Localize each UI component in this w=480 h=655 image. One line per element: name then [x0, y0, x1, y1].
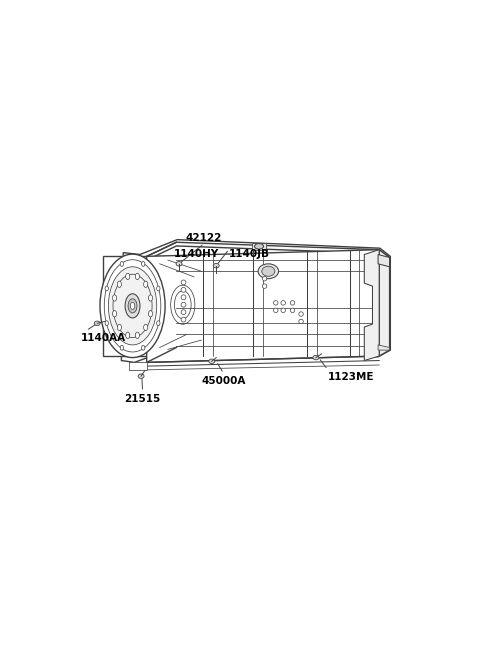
Polygon shape [103, 255, 168, 356]
Ellipse shape [125, 293, 140, 318]
Ellipse shape [120, 345, 123, 350]
Text: 42122: 42122 [185, 233, 221, 244]
Ellipse shape [274, 301, 278, 305]
Text: 1140JB: 1140JB [229, 249, 270, 259]
Ellipse shape [117, 281, 121, 288]
Ellipse shape [181, 295, 186, 300]
Ellipse shape [258, 264, 278, 278]
Text: 21515: 21515 [124, 394, 160, 404]
Ellipse shape [144, 324, 148, 331]
Ellipse shape [290, 308, 295, 312]
Ellipse shape [128, 299, 137, 313]
Ellipse shape [299, 312, 303, 316]
Ellipse shape [112, 310, 117, 317]
Ellipse shape [181, 303, 186, 307]
Ellipse shape [144, 281, 148, 288]
Ellipse shape [313, 355, 319, 360]
Ellipse shape [142, 345, 145, 350]
Polygon shape [379, 250, 390, 356]
Ellipse shape [105, 286, 108, 291]
Ellipse shape [148, 310, 153, 317]
Ellipse shape [181, 310, 186, 314]
Ellipse shape [263, 284, 267, 288]
Ellipse shape [120, 261, 123, 267]
Ellipse shape [209, 359, 215, 364]
Ellipse shape [299, 319, 303, 324]
Ellipse shape [126, 273, 130, 280]
Text: 45000A: 45000A [202, 376, 246, 386]
Ellipse shape [281, 301, 286, 305]
Polygon shape [252, 243, 266, 250]
Ellipse shape [263, 276, 267, 281]
Ellipse shape [156, 321, 160, 326]
Polygon shape [378, 255, 390, 267]
Ellipse shape [262, 266, 275, 276]
Polygon shape [129, 362, 147, 370]
Polygon shape [378, 345, 390, 350]
Ellipse shape [176, 261, 182, 266]
Ellipse shape [181, 280, 186, 285]
Text: 1140AA: 1140AA [81, 333, 126, 343]
Ellipse shape [148, 295, 153, 301]
Ellipse shape [130, 303, 135, 309]
Ellipse shape [135, 273, 139, 280]
Ellipse shape [112, 295, 117, 301]
Text: 1123ME: 1123ME [328, 371, 374, 382]
Ellipse shape [138, 374, 144, 379]
Ellipse shape [100, 254, 165, 358]
Ellipse shape [181, 317, 186, 322]
Ellipse shape [181, 288, 186, 292]
Ellipse shape [274, 308, 278, 312]
Ellipse shape [254, 244, 264, 249]
Ellipse shape [290, 301, 295, 305]
Polygon shape [147, 250, 379, 362]
Ellipse shape [213, 263, 219, 268]
Ellipse shape [142, 261, 145, 267]
Polygon shape [121, 240, 390, 362]
Ellipse shape [156, 286, 160, 291]
Ellipse shape [108, 267, 157, 345]
Polygon shape [147, 242, 390, 261]
Ellipse shape [281, 308, 286, 312]
Ellipse shape [135, 332, 139, 339]
Text: 1140HY: 1140HY [174, 249, 219, 259]
Ellipse shape [105, 321, 108, 326]
Polygon shape [364, 250, 379, 360]
Ellipse shape [117, 324, 121, 331]
Ellipse shape [126, 332, 130, 339]
Ellipse shape [94, 321, 100, 326]
